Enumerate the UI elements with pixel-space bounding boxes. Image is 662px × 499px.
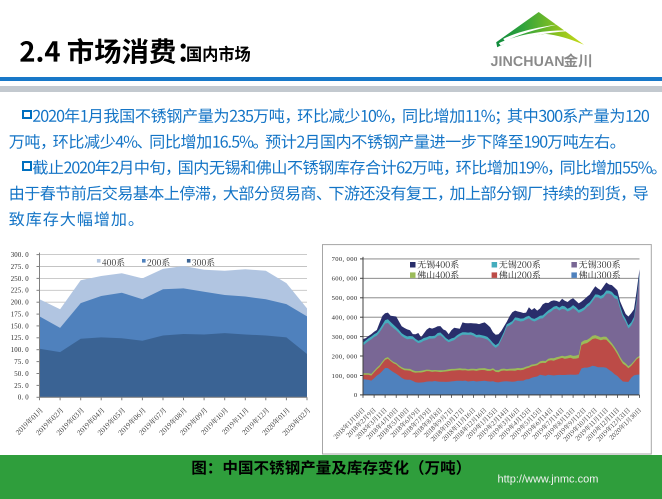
svg-text:0. 0: 0. 0 bbox=[18, 395, 29, 402]
svg-text:175. 0: 175. 0 bbox=[11, 312, 30, 319]
svg-text:25. 0: 25. 0 bbox=[14, 383, 29, 390]
svg-text:150. 0: 150. 0 bbox=[11, 323, 30, 330]
svg-text:100. 0: 100. 0 bbox=[11, 347, 30, 354]
svg-text:400, 000: 400, 000 bbox=[332, 315, 358, 322]
svg-text:0: 0 bbox=[354, 392, 358, 399]
svg-text:50. 0: 50. 0 bbox=[14, 371, 29, 378]
svg-text:275. 0: 275. 0 bbox=[11, 264, 30, 271]
svg-text:700, 000: 700, 000 bbox=[332, 256, 358, 263]
svg-text:600, 000: 600, 000 bbox=[332, 276, 358, 283]
svg-text:225. 0: 225. 0 bbox=[11, 288, 30, 295]
svg-text:500, 000: 500, 000 bbox=[332, 295, 358, 302]
svg-text:125. 0: 125. 0 bbox=[11, 335, 30, 342]
svg-text:300, 000: 300, 000 bbox=[332, 334, 358, 341]
svg-text:200, 000: 200, 000 bbox=[332, 353, 358, 360]
svg-text:300. 0: 300. 0 bbox=[11, 252, 30, 259]
svg-text:75. 0: 75. 0 bbox=[14, 359, 29, 366]
svg-text:http://www.jnmc.com: http://www.jnmc.com bbox=[498, 473, 599, 485]
svg-text:200. 0: 200. 0 bbox=[11, 300, 30, 307]
svg-text:100, 000: 100, 000 bbox=[332, 373, 358, 380]
svg-text:250. 0: 250. 0 bbox=[11, 276, 30, 283]
